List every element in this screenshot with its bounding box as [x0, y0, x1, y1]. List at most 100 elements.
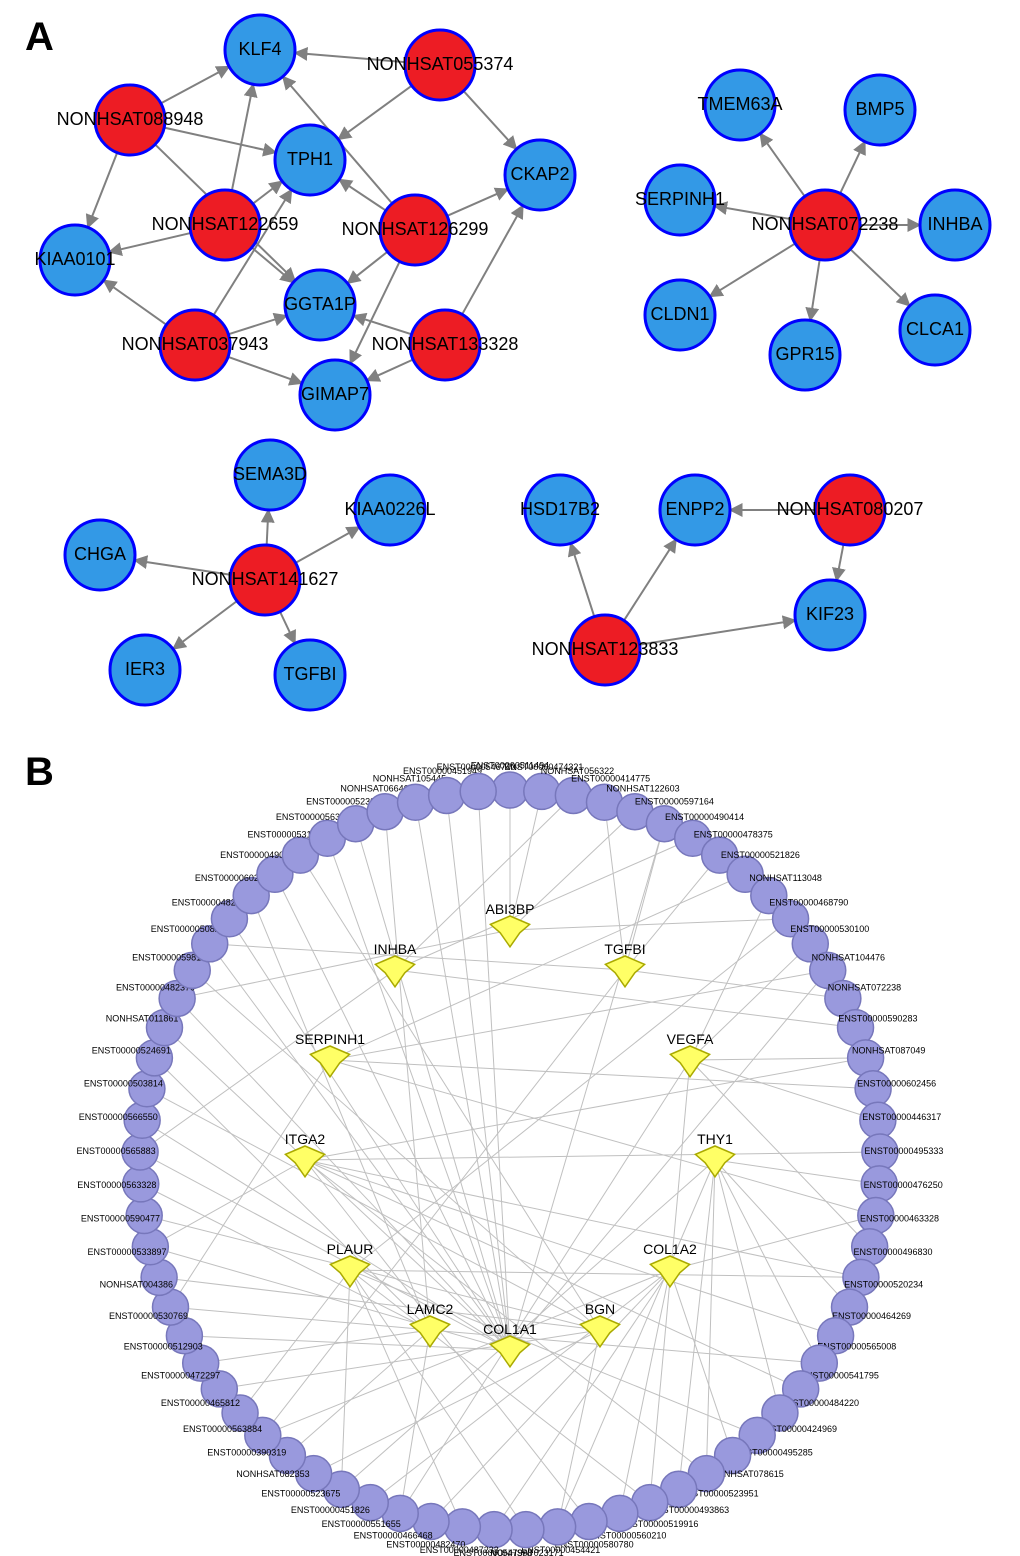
figure-container: A B KLF4NONHSAT055374NONHSAT088948TPH1CK… — [0, 0, 1020, 1556]
outer-label-ENST00000546740: ENST00000546740 — [437, 762, 516, 772]
outer-label-ENST00000602456: ENST00000602456 — [857, 1079, 936, 1089]
outer-label-NONHSAT122603: NONHSAT122603 — [606, 783, 679, 793]
label-CLCA1: CLCA1 — [906, 319, 964, 339]
label-HSD17B2: HSD17B2 — [520, 499, 600, 519]
inner-label-TGFBI: TGFBI — [604, 941, 645, 957]
inner-label-ITGA2: ITGA2 — [285, 1131, 326, 1147]
inner-label-PLAUR: PLAUR — [327, 1241, 374, 1257]
outer-ENST00000451949 — [429, 777, 465, 813]
inner-BGN — [580, 1316, 619, 1347]
outer-label-ENST00000446317: ENST00000446317 — [862, 1112, 941, 1122]
outer-ENST00000454421 — [540, 1509, 576, 1545]
outer-label-NONHSAT082353: NONHSAT082353 — [236, 1469, 309, 1479]
label-SERPINH1: SERPINH1 — [635, 189, 725, 209]
outer-label-ENST00000590283: ENST00000590283 — [838, 1013, 917, 1023]
label-NONHSAT122659: NONHSAT122659 — [152, 214, 299, 234]
label-NONHSAT088948: NONHSAT088948 — [57, 109, 204, 129]
outer-label-ENST00000520234: ENST00000520234 — [844, 1279, 923, 1289]
label-CLDN1: CLDN1 — [650, 304, 709, 324]
label-CKAP2: CKAP2 — [510, 164, 569, 184]
outer-label-ENST00000563328: ENST00000563328 — [77, 1180, 156, 1190]
outer-label-ENST00000523675: ENST00000523675 — [261, 1488, 340, 1498]
outer-label-ENST00000565883: ENST00000565883 — [77, 1146, 156, 1156]
outer-label-ENST00000530100: ENST00000530100 — [790, 924, 869, 934]
label-TGFBI: TGFBI — [284, 664, 337, 684]
label-TPH1: TPH1 — [287, 149, 333, 169]
outer-label-ENST00000451826: ENST00000451826 — [291, 1505, 370, 1515]
outer-label-ENST00000533897: ENST00000533897 — [87, 1247, 166, 1257]
outer-label-ENST00000496830: ENST00000496830 — [853, 1247, 932, 1257]
label-NONHSAT123833: NONHSAT123833 — [532, 639, 679, 659]
outer-ENST00000547908 — [476, 1512, 512, 1548]
inner-SERPINH1 — [310, 1046, 349, 1077]
label-INHBA: INHBA — [927, 214, 982, 234]
outer-NONHSAT023171 — [508, 1512, 544, 1548]
label-IER3: IER3 — [125, 659, 165, 679]
outer-label-ENST00000466468: ENST00000466468 — [354, 1531, 433, 1541]
inner-label-COL1A1: COL1A1 — [483, 1321, 537, 1337]
outer-label-ENST00000524691: ENST00000524691 — [92, 1046, 171, 1056]
outer-label-ENST00000390319: ENST00000390319 — [207, 1448, 286, 1458]
outer-label-ENST00000463328: ENST00000463328 — [860, 1213, 939, 1223]
inner-label-LAMC2: LAMC2 — [407, 1301, 454, 1317]
outer-label-ENST00000597164: ENST00000597164 — [635, 796, 714, 806]
inner-label-SERPINH1: SERPINH1 — [295, 1031, 365, 1047]
label-CHGA: CHGA — [74, 544, 126, 564]
outer-ENST00000546740 — [460, 773, 496, 809]
outer-label-ENST00000414775: ENST00000414775 — [571, 773, 650, 783]
label-GPR15: GPR15 — [775, 344, 834, 364]
label-TMEM63A: TMEM63A — [697, 94, 782, 114]
outer-label-NONHSAT004386: NONHSAT004386 — [100, 1279, 173, 1289]
label-ENPP2: ENPP2 — [665, 499, 724, 519]
inner-label-INHBA: INHBA — [374, 941, 417, 957]
label-KLF4: KLF4 — [238, 39, 281, 59]
label-NONHSAT126299: NONHSAT126299 — [342, 219, 489, 239]
label-BMP5: BMP5 — [855, 99, 904, 119]
label-SEMA3D: SEMA3D — [233, 464, 307, 484]
outer-label-ENST00000503814: ENST00000503814 — [84, 1079, 163, 1089]
outer-label-NONHSAT072238: NONHSAT072238 — [828, 982, 901, 992]
label-NONHSAT141627: NONHSAT141627 — [192, 569, 339, 589]
outer-ENST00000580780 — [571, 1503, 607, 1539]
label-NONHSAT133328: NONHSAT133328 — [372, 334, 519, 354]
inner-VEGFA — [670, 1046, 709, 1077]
outer-label-ENST00000490414: ENST00000490414 — [665, 812, 744, 822]
label-GGTA1P: GGTA1P — [284, 294, 356, 314]
outer-label-ENST00000530769: ENST00000530769 — [109, 1311, 188, 1321]
network-svg: KLF4NONHSAT055374NONHSAT088948TPH1CKAP2N… — [0, 0, 1020, 1556]
outer-ENST00000503814 — [129, 1071, 165, 1107]
inner-ABI3BP — [490, 916, 529, 947]
outer-ENST00000474321 — [524, 773, 560, 809]
inner-label-BGN: BGN — [585, 1301, 615, 1317]
label-NONHSAT080207: NONHSAT080207 — [777, 499, 924, 519]
outer-ENST00000602456 — [855, 1071, 891, 1107]
inner-label-THY1: THY1 — [697, 1131, 733, 1147]
outer-NONHSAT105445 — [398, 784, 434, 820]
outer-label-ENST00000478375: ENST00000478375 — [694, 830, 773, 840]
inner-label-ABI3BP: ABI3BP — [485, 901, 534, 917]
outer-label-NONHSAT011861: NONHSAT011861 — [106, 1013, 179, 1023]
label-NONHSAT037943: NONHSAT037943 — [122, 334, 269, 354]
outer-label-ENST00000590477: ENST00000590477 — [81, 1213, 160, 1223]
outer-label-ENST00000476250: ENST00000476250 — [864, 1180, 943, 1190]
inner-label-COL1A2: COL1A2 — [643, 1241, 697, 1257]
outer-ENST00000511494 — [492, 772, 528, 808]
outer-label-ENST00000521826: ENST00000521826 — [721, 850, 800, 860]
outer-label-ENST00000465812: ENST00000465812 — [161, 1398, 240, 1408]
inner-COL1A2 — [650, 1256, 689, 1287]
label-NONHSAT072238: NONHSAT072238 — [752, 214, 899, 234]
outer-label-NONHSAT087049: NONHSAT087049 — [852, 1046, 925, 1056]
outer-label-ENST00000566550: ENST00000566550 — [79, 1112, 158, 1122]
outer-label-ENST00000482470: ENST00000482470 — [386, 1539, 465, 1549]
label-KIAA0226L: KIAA0226L — [344, 499, 435, 519]
outer-label-ENST00000551655: ENST00000551655 — [322, 1519, 401, 1529]
label-KIAA0101: KIAA0101 — [34, 249, 115, 269]
label-KIF23: KIF23 — [806, 604, 854, 624]
outer-label-NONHSAT104476: NONHSAT104476 — [812, 953, 885, 963]
outer-label-ENST00000468790: ENST00000468790 — [769, 898, 848, 908]
outer-label-ENST00000563884: ENST00000563884 — [183, 1424, 262, 1434]
outer-label-NONHSAT113048: NONHSAT113048 — [749, 873, 822, 883]
outer-label-ENST00000495333: ENST00000495333 — [864, 1146, 943, 1156]
outer-label-ENST00000512903: ENST00000512903 — [124, 1342, 203, 1352]
label-GIMAP7: GIMAP7 — [301, 384, 369, 404]
